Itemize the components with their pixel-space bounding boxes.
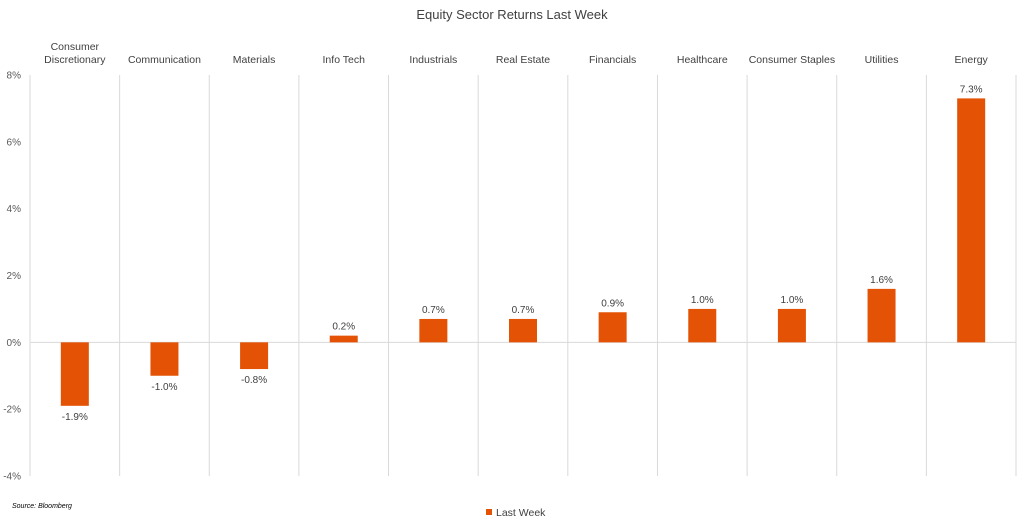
y-tick-label: -4% — [3, 472, 21, 483]
category-label: Financials — [589, 54, 636, 66]
category-label: Consumer Discretionary — [44, 41, 106, 66]
category-label: Consumer Staples — [749, 54, 835, 66]
data-label: 0.9% — [601, 298, 624, 309]
data-label: 1.6% — [870, 275, 893, 286]
y-tick-label: -2% — [3, 405, 21, 416]
data-label: -1.0% — [151, 382, 177, 393]
y-tick-label: 8% — [7, 71, 22, 82]
bar — [419, 318, 448, 343]
legend: Last Week — [486, 507, 546, 519]
category-label: Utilities — [865, 54, 899, 66]
data-label: 0.2% — [332, 322, 355, 333]
bar — [688, 308, 717, 343]
category-label: Info Tech — [323, 54, 366, 66]
category-labels: Consumer Discretionary Communication Materi… — [44, 41, 988, 66]
source-note: Source: Bloomberg — [12, 503, 72, 510]
gridlines — [29, 75, 1017, 476]
data-label: -1.9% — [62, 412, 88, 423]
y-axis: -4% -2% 0% 2% 4% 6% 8% — [3, 71, 21, 483]
data-label: -0.8% — [241, 375, 267, 386]
data-label: 7.3% — [960, 84, 983, 95]
chart-title: Equity Sector Returns Last Week — [416, 7, 608, 22]
data-label: 0.7% — [512, 305, 535, 316]
bar — [150, 342, 179, 376]
bar — [329, 335, 358, 343]
data-labels: -1.9% -1.0% -0.8% 0.2% 0.7% 0.7% 0.9% 1.0% 1.0% 1… — [62, 84, 983, 422]
data-label: 1.0% — [781, 295, 804, 306]
bar — [509, 318, 537, 343]
bars — [60, 98, 986, 406]
data-label: 1.0% — [691, 295, 714, 306]
legend-swatch — [486, 509, 492, 515]
category-label: Industrials — [409, 54, 457, 66]
bar — [240, 342, 269, 370]
bar — [867, 288, 896, 343]
category-label: Energy — [955, 54, 989, 66]
y-tick-label: 4% — [7, 204, 22, 215]
bar — [598, 312, 627, 343]
bar — [957, 98, 986, 343]
data-label: 0.7% — [422, 305, 445, 316]
bar — [60, 342, 89, 406]
category-label: Real Estate — [496, 54, 550, 66]
legend-label: Last Week — [496, 507, 546, 519]
category-label: Communication — [128, 54, 201, 66]
category-label: Materials — [233, 54, 276, 66]
bar — [777, 308, 806, 343]
y-tick-label: 2% — [7, 271, 22, 282]
y-tick-label: 0% — [7, 338, 22, 349]
y-tick-label: 6% — [7, 137, 22, 148]
category-label: Healthcare — [677, 54, 728, 66]
